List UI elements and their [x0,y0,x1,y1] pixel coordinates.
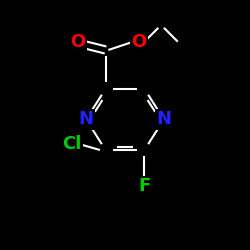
Text: O: O [131,33,146,51]
Text: Cl: Cl [62,136,82,154]
Text: F: F [138,177,150,195]
Text: N: N [78,110,94,128]
Text: O: O [70,33,86,51]
Text: N: N [156,110,172,128]
